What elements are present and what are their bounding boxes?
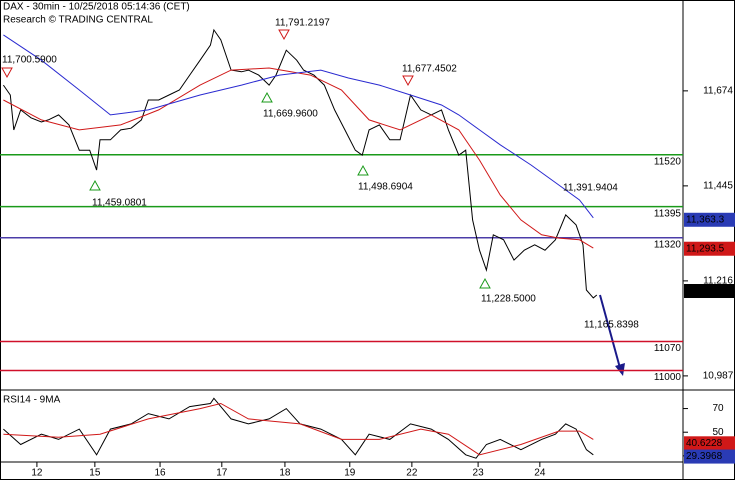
level-label: 11070 <box>654 343 682 354</box>
marker-up <box>261 91 273 103</box>
level-label: 11320 <box>654 239 682 250</box>
series-line <box>3 34 594 219</box>
series-line <box>3 402 594 456</box>
annotation: 11,228.5000 <box>481 294 536 305</box>
annotation: 11,459.0801 <box>92 198 147 209</box>
x-tick-label: 22 <box>406 468 418 479</box>
price-tag <box>684 436 735 451</box>
price-tag-label: 29.3968 <box>686 451 723 462</box>
rsi-title: RSI14 - 9MA <box>3 395 61 406</box>
price-tag <box>684 449 735 464</box>
forecast-arrow-head <box>615 363 625 376</box>
marker-up <box>357 164 369 176</box>
x-tick-label: 15 <box>89 468 101 479</box>
y-tick-label: 11,445 <box>703 181 733 192</box>
x-tick-label: 18 <box>279 468 291 479</box>
y-tick-label: 10,987 <box>703 371 734 382</box>
x-tick-label: 12 <box>31 468 43 479</box>
y-tick-label: 11,674 <box>703 86 733 97</box>
series-line <box>3 397 594 459</box>
x-tick-label: 19 <box>344 468 356 479</box>
marker-up <box>479 277 491 289</box>
forecast-arrow <box>599 294 621 369</box>
price-tag <box>684 284 735 299</box>
marker-down <box>402 75 414 87</box>
level-label: 11395 <box>654 208 682 219</box>
annotation: 11,677.4502 <box>402 64 457 75</box>
price-tag-label: 11,293.5 <box>686 243 725 254</box>
series-line <box>3 67 594 249</box>
price-tag <box>684 241 735 256</box>
y-tick-label: 70 <box>712 403 724 414</box>
level-label: 11520 <box>654 156 682 167</box>
y-tick-label: 11,216 <box>703 276 733 287</box>
x-tick-label: 23 <box>473 468 485 479</box>
marker-down <box>1 67 13 79</box>
x-tick-label: 17 <box>216 468 228 479</box>
series-line <box>2 28 598 299</box>
annotation: 11,165.8398 <box>584 320 639 331</box>
chart-subtitle: Research © TRADING CENTRAL <box>3 15 153 26</box>
chart-title: DAX - 30min - 10/25/2018 05:14:36 (CET) <box>3 2 190 13</box>
price-tag <box>684 212 735 227</box>
annotation: 11,700.5900 <box>2 55 57 66</box>
annotation: 11,498.6904 <box>358 182 413 193</box>
price-tag-label: 40.6228 <box>686 438 723 449</box>
annotation: 11,669.9600 <box>263 109 318 120</box>
annotation: 11,391.9404 <box>563 183 618 194</box>
marker-down <box>278 29 290 41</box>
y-tick-label: 50 <box>712 427 724 438</box>
x-tick-label: 24 <box>534 468 546 479</box>
x-tick-label: 16 <box>154 468 166 479</box>
annotation: 11,791.2197 <box>275 18 330 29</box>
marker-up <box>89 179 101 191</box>
price-tag-label: 11,363.3 <box>686 214 725 225</box>
price-tag-label: 11,191.6 <box>686 286 725 297</box>
level-label: 11000 <box>654 372 682 383</box>
